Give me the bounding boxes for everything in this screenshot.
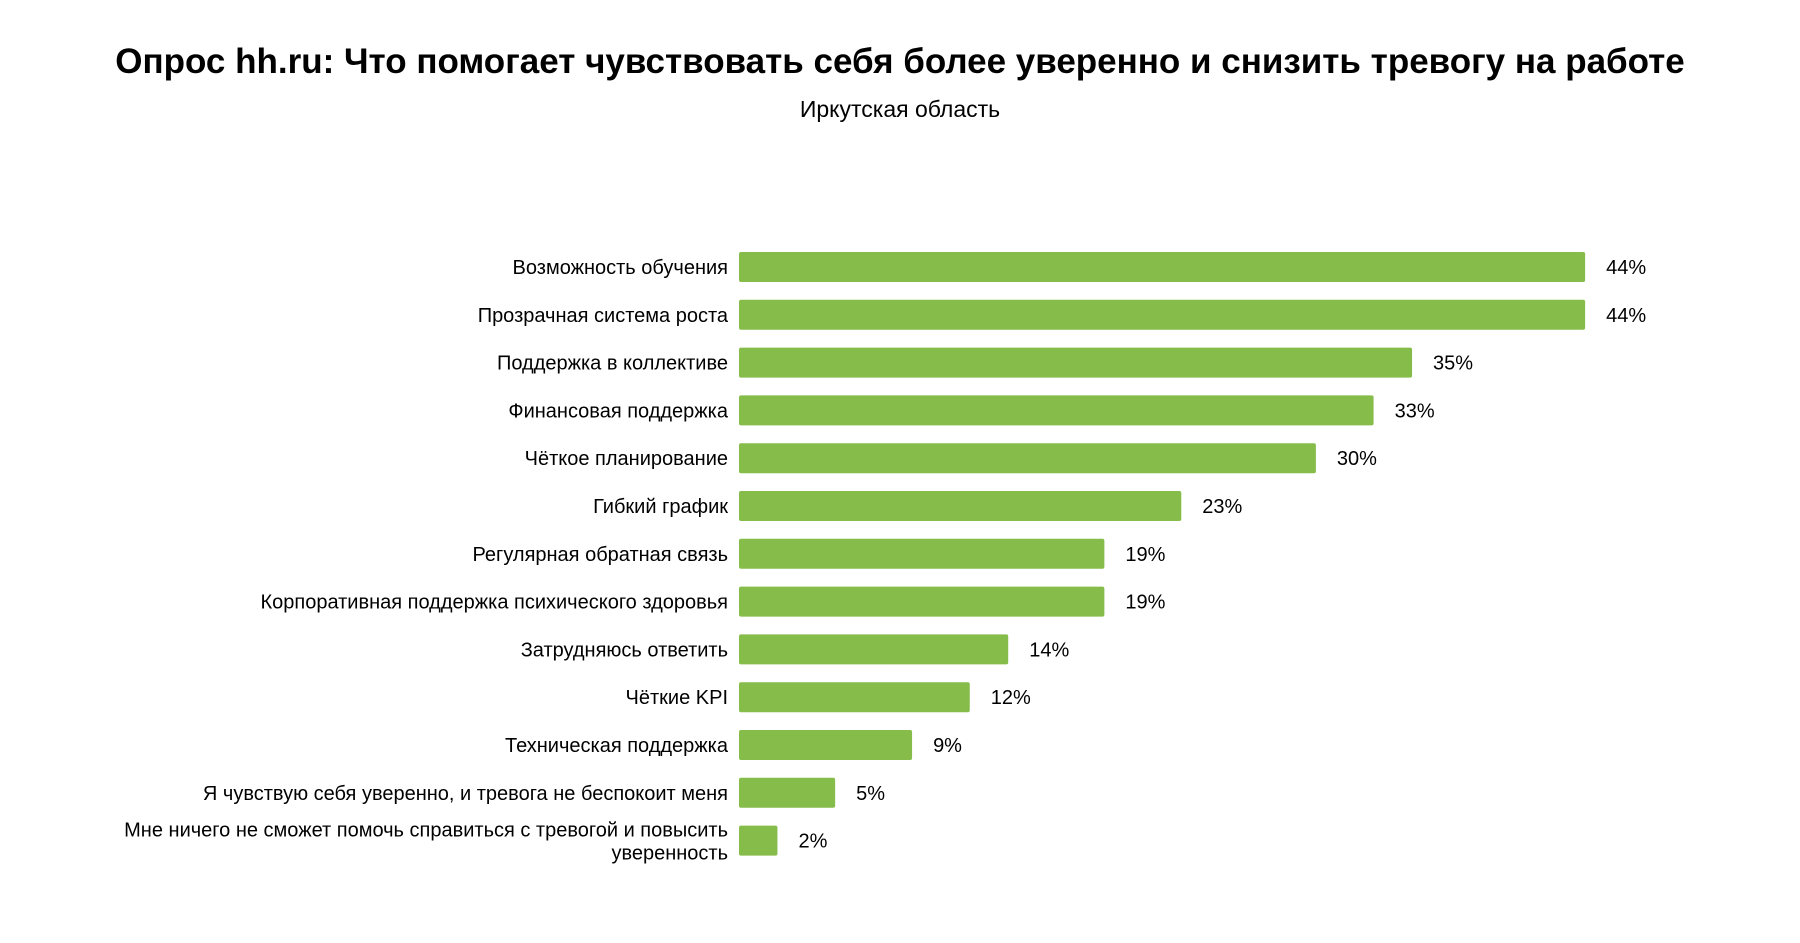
category-label: Корпоративная поддержка психического здо… [260,592,728,614]
category-label: Регулярная обратная связь [472,544,728,566]
value-label: 2% [798,831,827,853]
chart-title: Опрос hh.ru: Что помогает чувствовать се… [115,42,1685,81]
value-label: 23% [1202,496,1242,518]
value-label: 33% [1395,400,1435,422]
category-label: Чёткие KPI [626,687,728,709]
bar [739,443,1316,474]
bar [739,347,1413,378]
category-label: Затрудняюсь ответить [521,639,728,661]
category-label: Чёткое планирование [525,448,728,470]
value-label: 19% [1125,592,1165,614]
bar [739,491,1182,521]
value-label: 14% [1029,639,1069,661]
bar [739,825,778,856]
category-label: Техническая поддержка [505,735,729,757]
category-label: Мне ничего не сможет помочь справиться с… [124,820,728,865]
value-label: 30% [1337,448,1377,470]
category-label: Возможность обучения [513,257,728,279]
category-label: Прозрачная система роста [478,305,729,327]
chart-subtitle: Иркутская область [799,96,1001,122]
category-label: Финансовая поддержка [508,400,729,422]
value-label: 19% [1125,544,1165,566]
value-label: 5% [856,783,885,805]
bar [739,395,1374,426]
category-label: Поддержка в коллективе [497,353,728,375]
bar [739,538,1105,569]
value-label: 44% [1606,257,1646,279]
bar [739,682,970,713]
bar [739,777,836,808]
bar [739,586,1105,617]
value-label: 35% [1433,353,1473,375]
value-label: 9% [933,735,962,757]
bar [739,730,913,760]
value-label: 12% [991,687,1031,709]
category-label: Я чувствую себя уверенно, и тревога не б… [203,783,728,805]
category-label: Гибкий график [593,496,728,518]
bar [739,634,1009,665]
bar [739,252,1586,282]
bar [739,299,1586,330]
value-label: 44% [1606,305,1646,327]
